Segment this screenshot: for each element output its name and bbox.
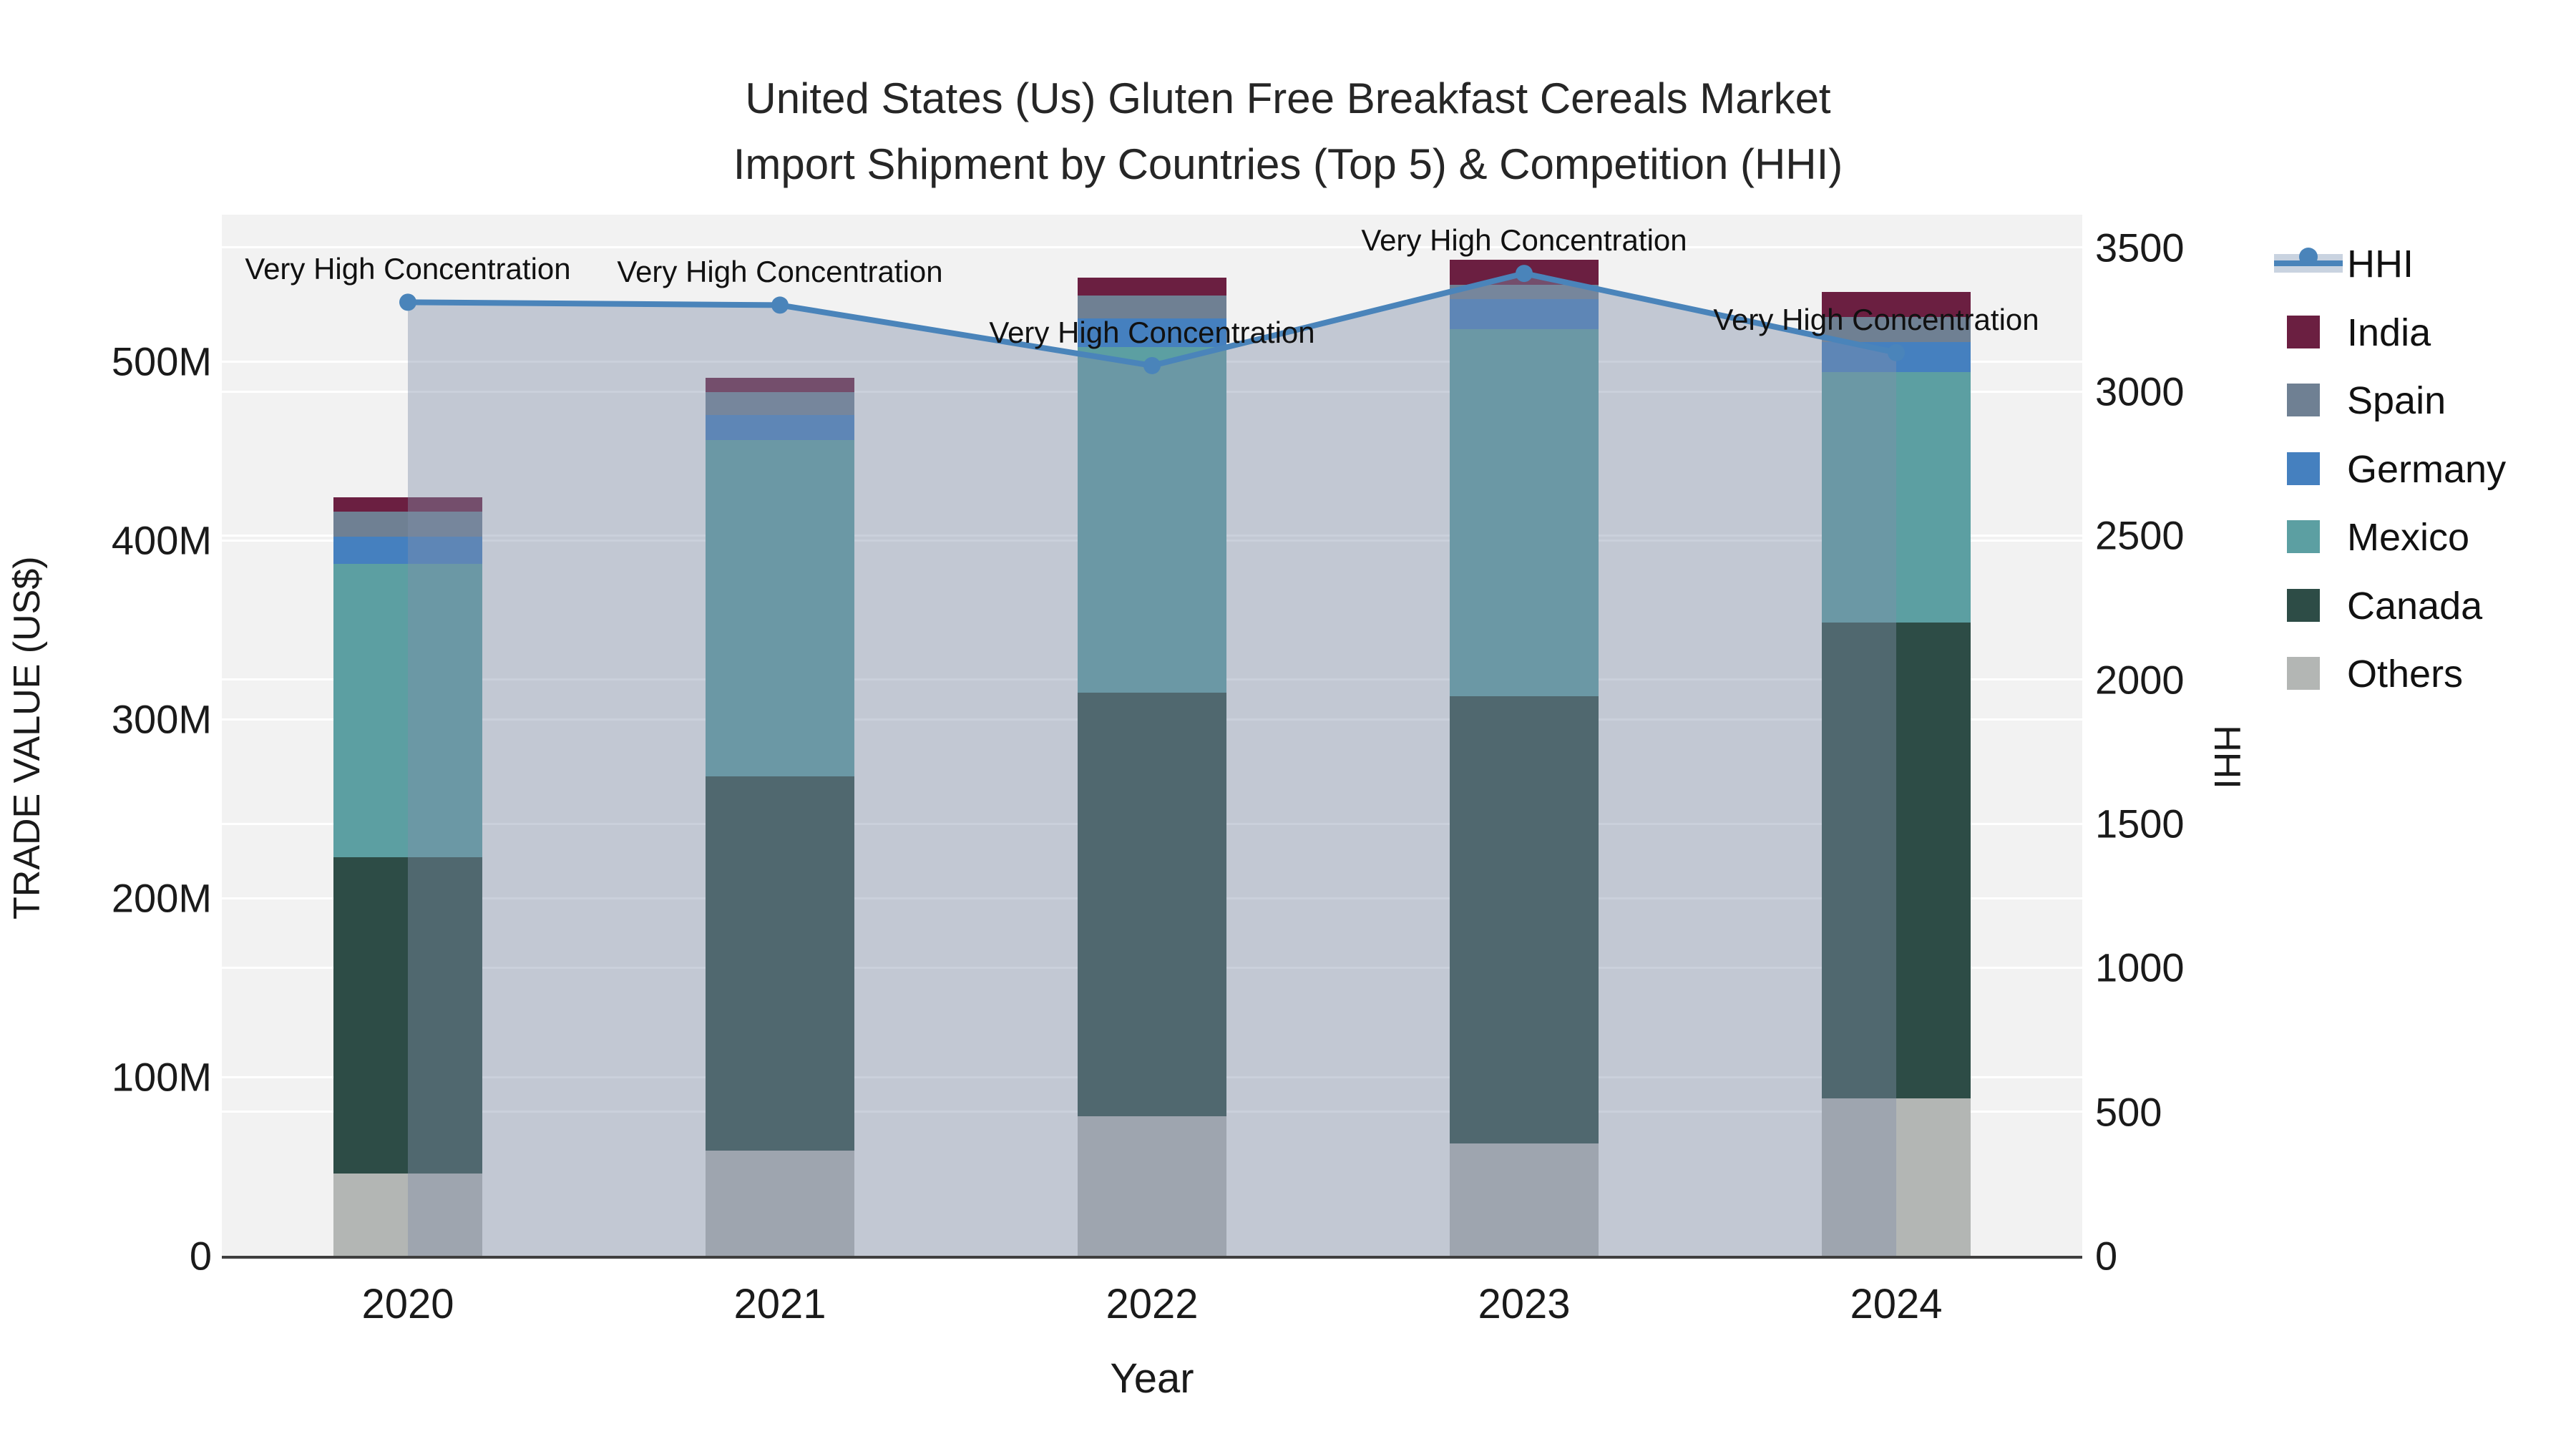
bar-segment-others-2020[interactable]	[333, 1174, 482, 1256]
bar-segment-canada-2021[interactable]	[706, 776, 854, 1151]
legend-swatch-spain	[2287, 384, 2320, 416]
legend-swatch-mexico	[2287, 520, 2320, 553]
bar-segment-canada-2020[interactable]	[333, 857, 482, 1174]
bar-segment-mexico-2024[interactable]	[1822, 372, 1971, 623]
chart-title: United States (Us) Gluten Free Breakfast…	[0, 66, 2576, 197]
legend-hhi-line-sample	[2274, 248, 2343, 273]
left-axis-title: TRADE VALUE (US$)	[6, 556, 48, 919]
bar-segment-canada-2022[interactable]	[1078, 692, 1226, 1116]
right-tick-2500: 2500	[2095, 512, 2185, 558]
bar-segment-mexico-2022[interactable]	[1078, 347, 1226, 693]
bar-segment-spain-2021[interactable]	[706, 391, 854, 415]
bar-segment-mexico-2020[interactable]	[333, 563, 482, 857]
hhi-marker-2020[interactable]	[399, 293, 416, 311]
right-tick-1500: 1500	[2095, 801, 2185, 847]
x-tick-2020: 2020	[361, 1281, 454, 1327]
annotation-2022: Very High Concentration	[989, 315, 1315, 349]
left-tick-500M: 500M	[111, 338, 212, 384]
bar-segment-india-2022[interactable]	[1078, 277, 1226, 296]
bar-segment-spain-2024[interactable]	[1822, 316, 1971, 342]
plot-area	[222, 215, 2082, 1259]
left-tick-200M: 200M	[111, 875, 212, 921]
bar-segment-india-2021[interactable]	[706, 377, 854, 392]
legend-label-mexico: Mexico	[2347, 516, 2470, 559]
bar-segment-spain-2022[interactable]	[1078, 295, 1226, 318]
bar-segment-spain-2023[interactable]	[1450, 284, 1599, 299]
right-tick-2000: 2000	[2095, 657, 2185, 703]
left-tick-0: 0	[189, 1233, 212, 1279]
bar-segment-india-2024[interactable]	[1822, 291, 1971, 317]
chart-title-line2: Import Shipment by Countries (Top 5) & C…	[733, 140, 1843, 188]
bar-segment-germany-2021[interactable]	[706, 415, 854, 440]
legend-label-spain: Spain	[2347, 379, 2446, 422]
hhi-marker-icon	[2299, 248, 2318, 266]
hhi-marker-2022[interactable]	[1143, 356, 1161, 374]
legend-swatch-others	[2287, 657, 2320, 690]
x-tick-2023: 2023	[1478, 1281, 1571, 1327]
left-tick-300M: 300M	[111, 696, 212, 742]
bar-segment-mexico-2021[interactable]	[706, 440, 854, 776]
legend-label-india: India	[2347, 311, 2431, 354]
bar-segment-germany-2022[interactable]	[1078, 318, 1226, 347]
bar-segment-spain-2020[interactable]	[333, 512, 482, 537]
legend-item-india[interactable]: India	[2274, 303, 2575, 361]
hhi-marker-2024[interactable]	[1888, 343, 1905, 361]
annotation-2020: Very High Concentration	[245, 252, 571, 286]
legend-swatch-india	[2287, 315, 2320, 348]
right-tick-3000: 3000	[2095, 369, 2185, 414]
right-tick-500: 500	[2095, 1089, 2162, 1135]
x-tick-2024: 2024	[1850, 1281, 1943, 1327]
right-tick-3500: 3500	[2095, 225, 2185, 270]
legend-swatch-canada	[2287, 588, 2320, 622]
hhi-area-fill	[408, 273, 1896, 1256]
legend-item-spain[interactable]: Spain	[2274, 371, 2575, 429]
legend-swatch-germany	[2287, 452, 2320, 485]
bar-segment-mexico-2023[interactable]	[1450, 329, 1599, 696]
right-tick-1000: 1000	[2095, 945, 2185, 990]
annotation-2023: Very High Concentration	[1361, 223, 1687, 258]
right-axis-title: HHI	[2206, 725, 2248, 789]
left-tick-400M: 400M	[111, 517, 212, 563]
hhi-marker-2021[interactable]	[771, 296, 789, 314]
legend-item-canada[interactable]: Canada	[2274, 577, 2575, 634]
x-tick-2021: 2021	[733, 1281, 826, 1327]
bar-segment-canada-2023[interactable]	[1450, 696, 1599, 1143]
legend-label-others: Others	[2347, 653, 2464, 696]
annotation-2021: Very High Concentration	[617, 255, 943, 289]
legend-item-others[interactable]: Others	[2274, 645, 2575, 702]
hhi-marker-2023[interactable]	[1516, 265, 1533, 283]
left-tick-100M: 100M	[111, 1054, 212, 1100]
bar-segment-germany-2020[interactable]	[333, 537, 482, 564]
bar-segment-others-2023[interactable]	[1450, 1143, 1599, 1256]
bar-segment-india-2020[interactable]	[333, 497, 482, 512]
bar-segment-canada-2024[interactable]	[1822, 623, 1971, 1098]
hhi-line-overlay	[399, 265, 1905, 1256]
legend-item-mexico[interactable]: Mexico	[2274, 508, 2575, 565]
legend-label-canada: Canada	[2347, 584, 2483, 628]
grid-line	[222, 246, 2082, 249]
annotation-2024: Very High Concentration	[1713, 302, 2039, 336]
bar-segment-others-2022[interactable]	[1078, 1116, 1226, 1256]
legend-item-hhi[interactable]: HHI	[2274, 235, 2575, 292]
legend-label-hhi: HHI	[2347, 243, 2414, 286]
legend-item-germany[interactable]: Germany	[2274, 440, 2575, 497]
bar-segment-germany-2023[interactable]	[1450, 298, 1599, 329]
right-tick-0: 0	[2095, 1233, 2118, 1279]
legend-label-germany: Germany	[2347, 447, 2507, 491]
x-tick-2022: 2022	[1106, 1281, 1199, 1327]
x-axis-title: Year	[1110, 1355, 1194, 1402]
chart-title-line1: United States (Us) Gluten Free Breakfast…	[745, 74, 1831, 122]
bar-segment-others-2024[interactable]	[1822, 1098, 1971, 1256]
bar-segment-others-2021[interactable]	[706, 1150, 854, 1256]
